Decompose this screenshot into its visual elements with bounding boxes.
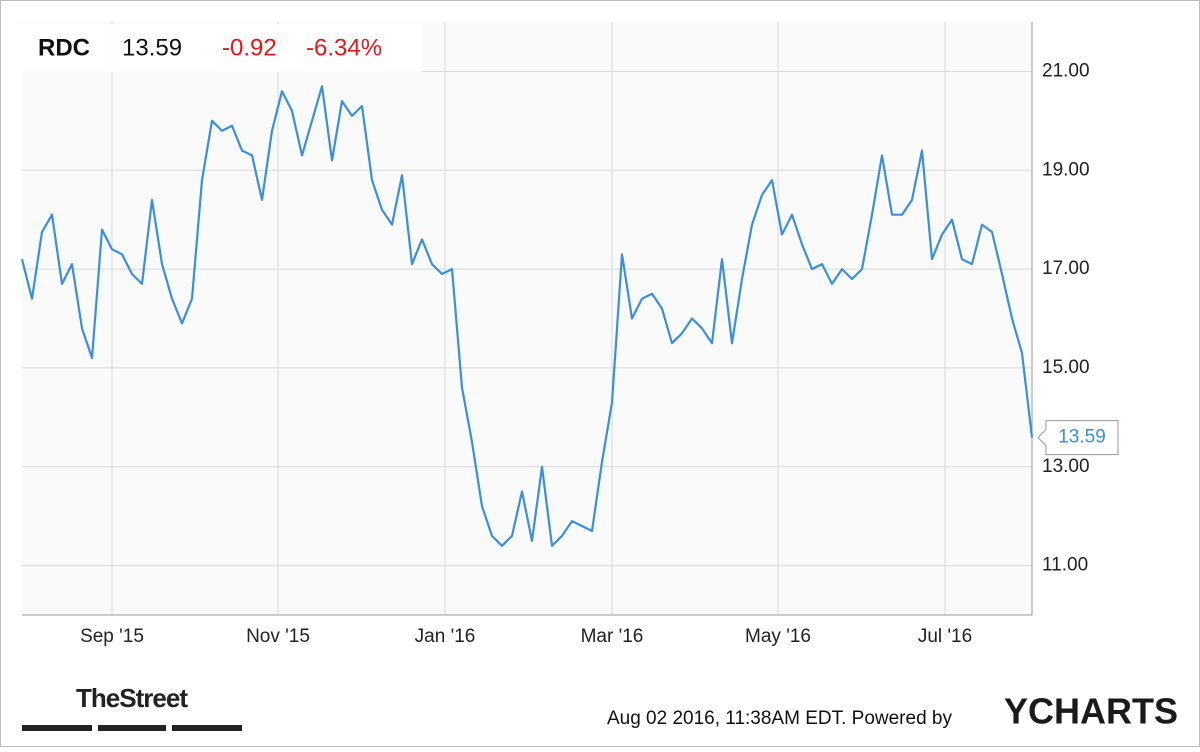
last-value-label: 13.59 bbox=[1058, 427, 1106, 448]
logo-bar bbox=[98, 725, 166, 731]
x-tick-label: Jul '16 bbox=[918, 626, 972, 647]
x-tick-label: Jan '16 bbox=[415, 626, 476, 647]
last-value-box bbox=[1037, 420, 1119, 456]
y-tick-label: 15.00 bbox=[1042, 357, 1090, 378]
x-tick-label: May '16 bbox=[745, 626, 811, 647]
change: -0.92 bbox=[222, 34, 277, 61]
x-tick-label: Mar '16 bbox=[581, 626, 644, 647]
y-tick-label: 21.00 bbox=[1042, 60, 1090, 81]
y-tick-label: 13.00 bbox=[1042, 456, 1090, 477]
price: 13.59 bbox=[122, 34, 182, 61]
y-tick-label: 17.00 bbox=[1042, 258, 1090, 279]
x-tick-label: Nov '15 bbox=[246, 626, 310, 647]
plot-area bbox=[22, 22, 1032, 615]
y-tick-label: 11.00 bbox=[1042, 555, 1088, 576]
plot bbox=[20, 85, 1034, 547]
change-pct: -6.34% bbox=[306, 34, 382, 61]
logo-bar bbox=[172, 725, 242, 731]
header-box bbox=[22, 24, 422, 72]
grid bbox=[22, 22, 1032, 615]
timestamp: Aug 02 2016, 11:38AM EDT. Powered by bbox=[607, 708, 953, 729]
price-line bbox=[20, 85, 1034, 547]
source-logo: TheStreet bbox=[76, 683, 188, 713]
ticker: RDC bbox=[38, 34, 90, 61]
brand: YCHARTS bbox=[1004, 691, 1178, 732]
y-tick-label: 19.00 bbox=[1042, 159, 1090, 180]
logo-bar bbox=[22, 725, 92, 731]
x-tick-label: Sep '15 bbox=[80, 626, 144, 647]
